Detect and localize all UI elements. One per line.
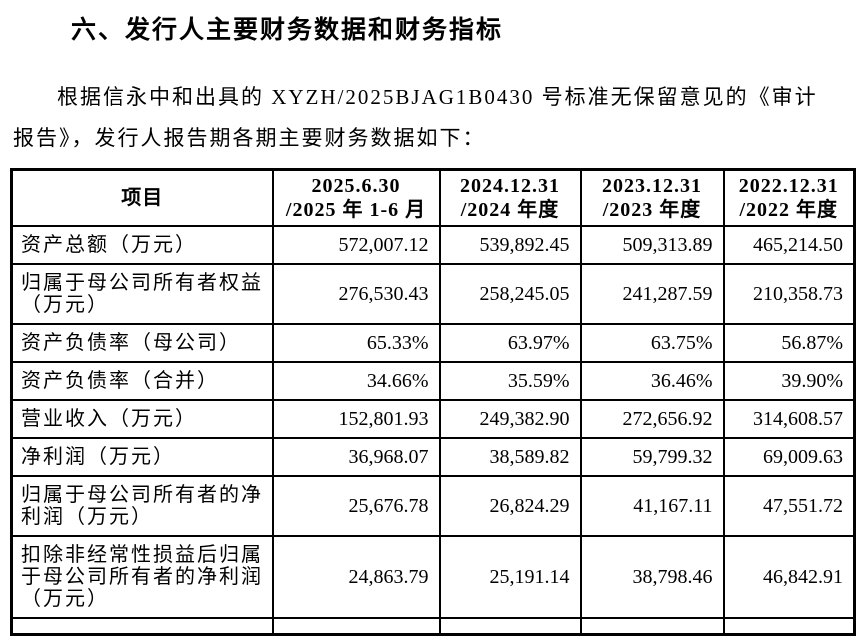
header-cell-period-2025: 2025.6.30 /2025 年 1-6 月 bbox=[271, 168, 441, 227]
period-range-line: /2023 年度 bbox=[602, 199, 702, 221]
period-date-line: 2025.6.30 bbox=[311, 175, 401, 197]
period-range-line: /2024 年度 bbox=[460, 199, 560, 221]
value-cell: 26,824.29 bbox=[438, 475, 582, 537]
table-row: 营业收入（万元） 152,801.93 249,382.90 272,656.9… bbox=[10, 399, 856, 439]
header-cell-period-2022: 2022.12.31 /2022 年度 bbox=[722, 168, 856, 227]
table-row: 归属于母公司所有者的净利润（万元） 25,676.78 26,824.29 41… bbox=[10, 475, 856, 537]
value-cell: 272,656.92 bbox=[579, 399, 725, 439]
row-label-cell: 资产负债率（母公司） bbox=[10, 323, 274, 363]
intro-paragraph-line-2: 报告》，发行人报告期各期主要财务数据如下： bbox=[13, 126, 486, 150]
value-cell: 24,863.79 bbox=[271, 535, 441, 619]
value-cell: 65.33% bbox=[271, 323, 441, 363]
value-cell: 509,313.89 bbox=[579, 225, 725, 265]
continuation-cell bbox=[271, 617, 441, 635]
table-row: 资产负债率（母公司） 65.33% 63.97% 63.75% 56.87% bbox=[10, 323, 856, 363]
table-row: 资产总额（万元） 572,007.12 539,892.45 509,313.8… bbox=[10, 225, 856, 265]
value-cell: 465,214.50 bbox=[722, 225, 856, 265]
period-date-line: 2023.12.31 bbox=[602, 175, 702, 197]
continuation-cell bbox=[579, 617, 725, 635]
table-row: 净利润（万元） 36,968.07 38,589.82 59,799.32 69… bbox=[10, 437, 856, 477]
header-cell-period-2024: 2024.12.31 /2024 年度 bbox=[438, 168, 582, 227]
continuation-cell bbox=[722, 617, 856, 635]
value-cell: 63.75% bbox=[579, 323, 725, 363]
value-cell: 210,358.73 bbox=[722, 263, 856, 325]
value-cell: 35.59% bbox=[438, 361, 582, 401]
value-cell: 59,799.32 bbox=[579, 437, 725, 477]
value-cell: 47,551.72 bbox=[722, 475, 856, 537]
row-label-cell: 资产总额（万元） bbox=[10, 225, 274, 265]
row-label-cell: 净利润（万元） bbox=[10, 437, 274, 477]
continuation-cell bbox=[10, 617, 274, 635]
value-cell: 38,589.82 bbox=[438, 437, 582, 477]
header-cell-item: 项目 bbox=[10, 168, 274, 227]
table-row: 扣除非经常性损益后归属于母公司所有者的净利润（万元） 24,863.79 25,… bbox=[10, 535, 856, 619]
value-cell: 276,530.43 bbox=[271, 263, 441, 325]
continuation-cell bbox=[438, 617, 582, 635]
period-date-line: 2024.12.31 bbox=[460, 175, 560, 197]
table-header-row: 项目 2025.6.30 /2025 年 1-6 月 2024.12.31 /2… bbox=[10, 168, 856, 227]
value-cell: 152,801.93 bbox=[271, 399, 441, 439]
value-cell: 258,245.05 bbox=[438, 263, 582, 325]
header-cell-period-2023: 2023.12.31 /2023 年度 bbox=[579, 168, 725, 227]
table-row: 归属于母公司所有者权益（万元） 276,530.43 258,245.05 24… bbox=[10, 263, 856, 325]
table-continuation-row bbox=[10, 617, 856, 635]
period-date-line: 2022.12.31 bbox=[738, 175, 839, 197]
table-body: 资产总额（万元） 572,007.12 539,892.45 509,313.8… bbox=[10, 225, 856, 619]
value-cell: 314,608.57 bbox=[722, 399, 856, 439]
table-row: 资产负债率（合并） 34.66% 35.59% 36.46% 39.90% bbox=[10, 361, 856, 401]
document-page: 六、发行人主要财务数据和财务指标 根据信永中和出具的 XYZH/2025BJAG… bbox=[0, 13, 867, 636]
row-label-cell: 扣除非经常性损益后归属于母公司所有者的净利润（万元） bbox=[10, 535, 274, 619]
row-label-cell: 资产负债率（合并） bbox=[10, 361, 274, 401]
value-cell: 25,676.78 bbox=[271, 475, 441, 537]
financial-data-table: 项目 2025.6.30 /2025 年 1-6 月 2024.12.31 /2… bbox=[10, 168, 856, 636]
value-cell: 539,892.45 bbox=[438, 225, 582, 265]
value-cell: 41,167.11 bbox=[579, 475, 725, 537]
intro-paragraph: 根据信永中和出具的 XYZH/2025BJAG1B0430 号标准无保留意见的《… bbox=[13, 77, 857, 159]
value-cell: 38,798.46 bbox=[579, 535, 725, 619]
row-label-cell: 归属于母公司所有者权益（万元） bbox=[10, 263, 274, 325]
period-range-line: /2022 年度 bbox=[739, 199, 839, 221]
row-label-cell: 营业收入（万元） bbox=[10, 399, 274, 439]
value-cell: 63.97% bbox=[438, 323, 582, 363]
value-cell: 46,842.91 bbox=[722, 535, 856, 619]
value-cell: 34.66% bbox=[271, 361, 441, 401]
value-cell: 25,191.14 bbox=[438, 535, 582, 619]
value-cell: 241,287.59 bbox=[579, 263, 725, 325]
value-cell: 249,382.90 bbox=[438, 399, 582, 439]
table-continuation bbox=[10, 617, 856, 635]
period-range-line: /2025 年 1-6 月 bbox=[285, 199, 427, 221]
row-label-cell: 归属于母公司所有者的净利润（万元） bbox=[10, 475, 274, 537]
section-heading: 六、发行人主要财务数据和财务指标 bbox=[71, 16, 504, 44]
value-cell: 39.90% bbox=[722, 361, 856, 401]
value-cell: 36,968.07 bbox=[271, 437, 441, 477]
value-cell: 69,009.63 bbox=[722, 437, 856, 477]
value-cell: 56.87% bbox=[722, 323, 856, 363]
value-cell: 572,007.12 bbox=[271, 225, 441, 265]
value-cell: 36.46% bbox=[579, 361, 725, 401]
intro-paragraph-line-1: 根据信永中和出具的 XYZH/2025BJAG1B0430 号标准无保留意见的《… bbox=[57, 85, 818, 109]
